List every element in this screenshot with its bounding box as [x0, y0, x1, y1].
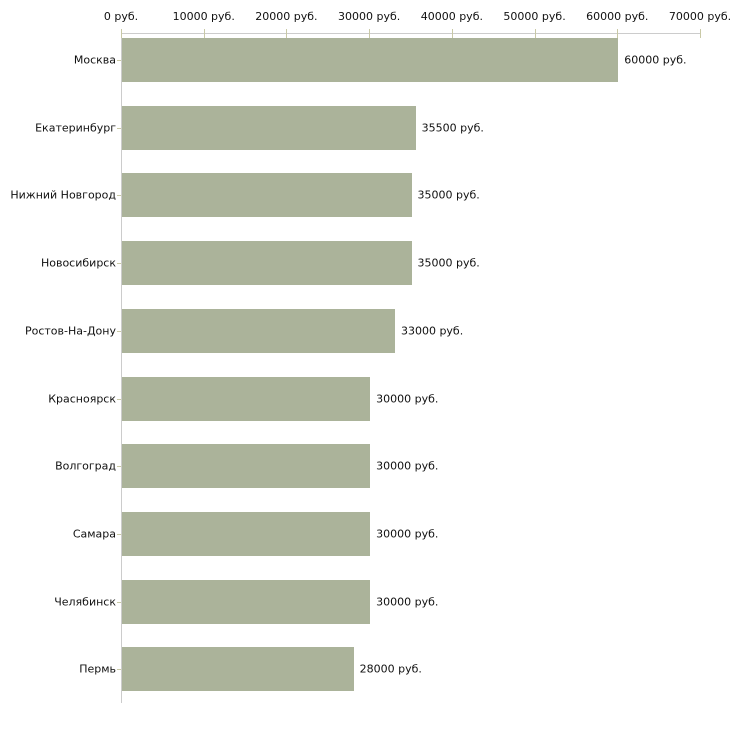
bar	[122, 647, 354, 692]
x-axis-tick-label: 50000 руб.	[503, 10, 566, 23]
x-axis-tick-label: 0 руб.	[103, 10, 139, 23]
y-axis-line	[121, 33, 122, 703]
category-label: Новосибирск	[40, 256, 116, 270]
y-axis-tick	[117, 533, 121, 535]
value-label: 35500 руб.	[421, 121, 484, 135]
category-label: Екатеринбург	[35, 121, 116, 135]
y-axis-tick	[117, 60, 121, 61]
x-axis-tick	[286, 29, 288, 38]
x-axis-tick	[534, 29, 536, 38]
bar	[122, 444, 371, 489]
bar	[122, 38, 619, 82]
category-label: Нижний Новгород	[10, 188, 116, 202]
value-label: 28000 руб.	[359, 662, 422, 676]
y-axis-tick	[117, 601, 121, 603]
value-label: 30000 руб.	[376, 595, 439, 609]
x-axis-tick-label: 20000 руб.	[255, 10, 318, 23]
bar	[122, 308, 395, 353]
x-axis-line	[121, 33, 700, 34]
y-axis-tick	[117, 330, 121, 332]
category-label: Самара	[72, 527, 116, 541]
value-label: 35000 руб.	[417, 188, 480, 202]
y-axis-tick	[117, 669, 121, 671]
x-axis-tick-label: 60000 руб.	[586, 10, 649, 23]
value-label: 30000 руб.	[376, 459, 439, 473]
category-label: Челябинск	[54, 595, 116, 609]
x-axis-tick	[369, 29, 371, 38]
y-axis-tick	[117, 263, 121, 265]
y-axis-tick	[117, 195, 121, 197]
value-label: 33000 руб.	[400, 324, 464, 338]
bar	[122, 511, 371, 556]
y-axis-tick	[117, 466, 121, 468]
y-axis-tick	[117, 127, 121, 129]
bar	[122, 376, 371, 421]
x-axis-tick	[700, 29, 701, 38]
y-axis-tick	[117, 398, 121, 400]
category-label: Москва	[73, 53, 116, 67]
bar	[122, 241, 412, 286]
value-label: 30000 руб.	[376, 392, 439, 405]
bar	[122, 173, 412, 218]
x-axis-tick-label: 30000 руб.	[338, 10, 401, 23]
category-label: Красноярск	[48, 392, 116, 405]
category-label: Волгоград	[55, 459, 116, 473]
x-axis-tick-label: 10000 руб.	[172, 10, 235, 23]
bar	[122, 579, 371, 624]
x-axis-tick-label: 70000 руб.	[668, 10, 730, 23]
x-axis-tick	[451, 29, 453, 38]
bar	[122, 105, 416, 150]
value-label: 35000 руб.	[417, 256, 480, 270]
x-axis-tick	[617, 29, 619, 38]
x-axis-tick	[121, 29, 122, 38]
value-label: 30000 руб.	[376, 527, 439, 541]
x-axis-tick-label: 40000 руб.	[420, 10, 483, 23]
value-label: 60000 руб.	[624, 53, 687, 67]
category-label: Пермь	[79, 662, 116, 676]
category-label: Ростов-На-Дону	[24, 324, 116, 338]
x-axis-tick	[203, 29, 205, 38]
